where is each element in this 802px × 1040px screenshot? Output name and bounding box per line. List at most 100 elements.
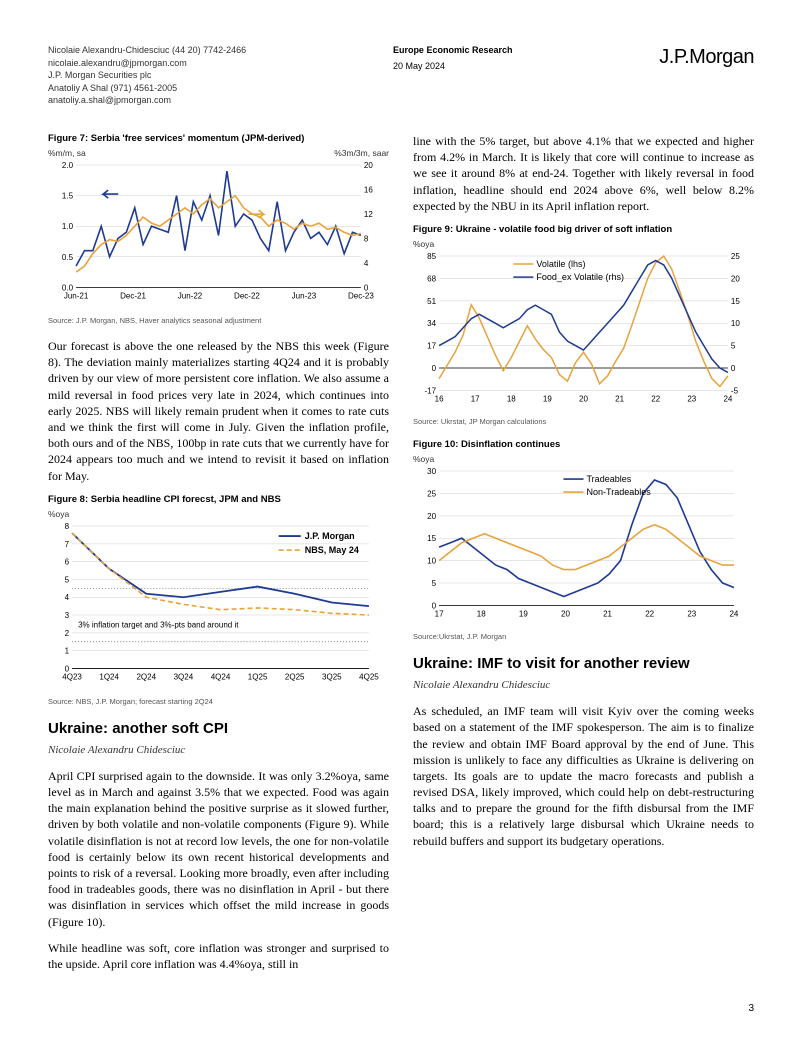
sec1-p2: While headline was soft, core inflation … [48, 940, 389, 972]
svg-text:21: 21 [615, 395, 624, 404]
svg-text:0.5: 0.5 [62, 253, 74, 262]
fig7-chart: 0.00.51.01.52.0048121620Jun-21Dec-21Jun-… [48, 159, 389, 309]
svg-text:4: 4 [364, 259, 369, 268]
svg-text:24: 24 [729, 610, 738, 619]
figure-8: Figure 8: Serbia headline CPI forecst, J… [48, 494, 389, 707]
svg-text:Jun-21: Jun-21 [64, 292, 89, 301]
page-number: 3 [48, 1002, 754, 1016]
fig9-ylabel: %oya [413, 239, 434, 250]
right-column: line with the 5% target, but above 4.1% … [413, 133, 754, 982]
svg-text:5: 5 [432, 579, 437, 588]
svg-text:0: 0 [432, 364, 437, 373]
figure-7: Figure 7: Serbia 'free services' momentu… [48, 133, 389, 326]
analyst-1-firm: J.P. Morgan Securities plc [48, 69, 246, 82]
report-date: 20 May 2024 [393, 60, 513, 72]
svg-text:12: 12 [364, 210, 373, 219]
fig9-title: Figure 9: Ukraine - volatile food big dr… [413, 224, 754, 237]
svg-text:1.0: 1.0 [62, 222, 74, 231]
svg-text:22: 22 [651, 395, 660, 404]
svg-text:Food_ex Volatile (rhs): Food_ex Volatile (rhs) [536, 272, 624, 282]
fig7-ylabel-left: %m/m, sa [48, 148, 86, 159]
svg-text:15: 15 [427, 534, 436, 543]
svg-text:Jun-23: Jun-23 [292, 292, 317, 301]
page-header: Nicolaie Alexandru-Chidesciuc (44 20) 77… [48, 44, 754, 107]
svg-text:1.5: 1.5 [62, 192, 74, 201]
svg-text:16: 16 [364, 186, 373, 195]
svg-text:20: 20 [364, 161, 373, 170]
sec1-title: Ukraine: another soft CPI [48, 719, 389, 739]
svg-text:NBS, May 24: NBS, May 24 [305, 545, 359, 555]
svg-text:20: 20 [561, 610, 570, 619]
svg-text:J.P. Morgan: J.P. Morgan [305, 531, 355, 541]
fig9-source: Source: Ukrstat, JP Morgan calculations [413, 417, 754, 427]
left-column: Figure 7: Serbia 'free services' momentu… [48, 133, 389, 982]
svg-text:Volatile (lhs): Volatile (lhs) [536, 259, 585, 269]
svg-text:7: 7 [65, 540, 70, 549]
svg-text:Dec-22: Dec-22 [234, 292, 260, 301]
svg-text:2Q25: 2Q25 [285, 672, 305, 681]
svg-text:25: 25 [731, 252, 740, 261]
analyst-1-name: Nicolaie Alexandru-Chidesciuc (44 20) 77… [48, 44, 246, 57]
svg-text:3: 3 [65, 611, 70, 620]
sec2-title: Ukraine: IMF to visit for another review [413, 654, 754, 674]
para-forecast: Our forecast is above the one released b… [48, 338, 389, 484]
svg-text:21: 21 [603, 610, 612, 619]
svg-text:30: 30 [427, 467, 436, 476]
svg-text:1Q24: 1Q24 [99, 672, 119, 681]
analyst-1-email: nicolaie.alexandru@jpmorgan.com [48, 57, 246, 70]
svg-text:8: 8 [364, 235, 369, 244]
svg-text:20: 20 [427, 512, 436, 521]
svg-text:Dec-23: Dec-23 [348, 292, 374, 301]
svg-text:17: 17 [427, 342, 436, 351]
svg-text:Tradeables: Tradeables [587, 474, 632, 484]
svg-text:22: 22 [645, 610, 654, 619]
svg-text:1Q25: 1Q25 [248, 672, 268, 681]
svg-text:17: 17 [435, 610, 444, 619]
fig7-title: Figure 7: Serbia 'free services' momentu… [48, 133, 389, 146]
svg-text:2.0: 2.0 [62, 161, 74, 170]
svg-text:16: 16 [435, 395, 444, 404]
svg-text:5: 5 [731, 342, 736, 351]
svg-text:85: 85 [427, 252, 436, 261]
fig10-source: Source:Ukrstat, J.P. Morgan [413, 632, 754, 642]
svg-text:18: 18 [477, 610, 486, 619]
svg-text:10: 10 [731, 319, 740, 328]
svg-text:6: 6 [65, 558, 70, 567]
svg-text:0: 0 [731, 364, 736, 373]
svg-text:20: 20 [579, 395, 588, 404]
dept-label: Europe Economic Research [393, 44, 513, 56]
svg-text:51: 51 [427, 297, 436, 306]
sec1-author: Nicolaie Alexandru Chidesciuc [48, 743, 389, 758]
svg-text:4Q24: 4Q24 [211, 672, 231, 681]
sec2-p1: As scheduled, an IMF team will visit Kyi… [413, 703, 754, 849]
figure-9: Figure 9: Ukraine - volatile food big dr… [413, 224, 754, 427]
fig7-ylabel-right: %3m/3m, saar [334, 148, 389, 159]
fig10-chart: 0510152025301718192021222324TradeablesNo… [413, 465, 754, 625]
svg-text:15: 15 [731, 297, 740, 306]
svg-text:34: 34 [427, 319, 436, 328]
fig8-title: Figure 8: Serbia headline CPI forecst, J… [48, 494, 389, 507]
logo: J.P.Morgan [659, 44, 754, 107]
fig8-source: Source: NBS, J.P. Morgan; forecast start… [48, 697, 389, 707]
sec1-p1: April CPI surprised again to the downsid… [48, 768, 389, 930]
svg-text:19: 19 [543, 395, 552, 404]
svg-text:4: 4 [65, 593, 70, 602]
svg-text:10: 10 [427, 557, 436, 566]
svg-text:2: 2 [65, 629, 70, 638]
fig10-ylabel: %oya [413, 454, 434, 465]
analyst-block: Nicolaie Alexandru-Chidesciuc (44 20) 77… [48, 44, 246, 107]
svg-text:3Q24: 3Q24 [174, 672, 194, 681]
fig8-chart: 0123456784Q231Q242Q243Q244Q241Q252Q253Q2… [48, 520, 389, 691]
header-center: Europe Economic Research 20 May 2024 [393, 44, 513, 107]
svg-text:3Q25: 3Q25 [322, 672, 342, 681]
fig10-title: Figure 10: Disinflation continues [413, 439, 754, 452]
sec2-author: Nicolaie Alexandru Chidesciuc [413, 678, 754, 693]
svg-text:4Q23: 4Q23 [62, 672, 82, 681]
svg-text:23: 23 [687, 395, 696, 404]
right-p1: line with the 5% target, but above 4.1% … [413, 133, 754, 214]
svg-text:Non-Tradeables: Non-Tradeables [587, 487, 652, 497]
fig8-ylabel: %oya [48, 509, 69, 520]
svg-text:25: 25 [427, 490, 436, 499]
svg-text:18: 18 [507, 395, 516, 404]
figure-10: Figure 10: Disinflation continues %oya 0… [413, 439, 754, 642]
